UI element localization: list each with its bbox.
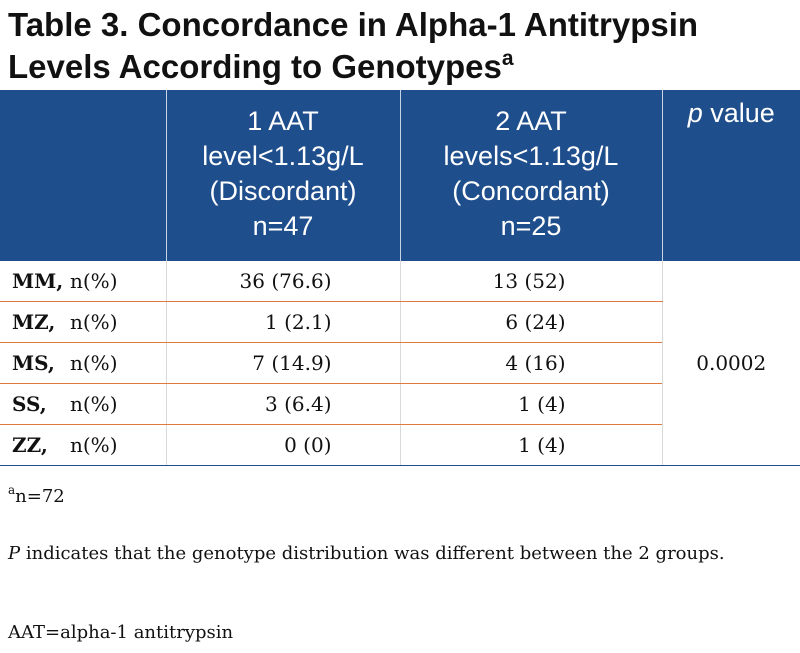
header-concordant-line: 2 AAT	[495, 106, 567, 136]
footnote-abbreviation: AAT=alpha-1 antitrypsin	[8, 622, 234, 643]
header-pvalue-p: p	[687, 98, 703, 128]
genotype-label: ZZ,	[12, 433, 48, 457]
genotype-cell: MZ, n(%)	[0, 301, 166, 343]
footnote-sample-size-text: n=72	[15, 486, 65, 507]
table-row: MZ, n(%) 1 (2.1) 6 (24)	[0, 301, 800, 343]
concordant-cell: 13 (52)	[399, 261, 662, 302]
header-concordant-line: (Concordant)	[452, 176, 610, 206]
footnote-p-text: indicates that the genotype distribution…	[20, 543, 725, 564]
genotype-label: MM,	[12, 269, 64, 293]
genotype-unit: n(%)	[70, 433, 118, 457]
title-footnote-marker: a	[501, 47, 514, 70]
footnote-p-symbol: P	[8, 543, 21, 564]
header-discordant-line: 1 AAT	[247, 106, 319, 136]
genotype-cell: MS, n(%)	[0, 342, 166, 384]
discordant-cell: 3 (6.4)	[165, 383, 400, 425]
pvalue-cell: 0.0002	[661, 261, 800, 466]
header-discordant: 1 AAT level<1.13g/L (Discordant) n=47	[165, 90, 400, 261]
concordant-cell: 6 (24)	[399, 301, 662, 343]
genotype-unit: n(%)	[70, 351, 118, 375]
table-row: ZZ, n(%) 0 (0) 1 (4)	[0, 424, 800, 466]
table-title: Table 3. Concordance in Alpha-1 Antitryp…	[8, 4, 798, 88]
genotype-cell: SS, n(%)	[0, 383, 166, 425]
discordant-cell: 7 (14.9)	[165, 342, 400, 384]
header-row: 1 AAT level<1.13g/L (Discordant) n=47 2 …	[0, 90, 800, 261]
concordant-cell: 1 (4)	[399, 424, 662, 466]
header-pvalue-label: value	[702, 98, 775, 128]
title-line-2: Levels According to Genotypes	[8, 48, 502, 85]
footnote-sample-size: an=72	[8, 483, 65, 507]
genotype-label: MS,	[12, 351, 55, 375]
header-discordant-line: (Discordant)	[209, 176, 357, 206]
genotype-cell: ZZ, n(%)	[0, 424, 166, 466]
table-row: MS, n(%) 7 (14.9) 4 (16)	[0, 342, 800, 384]
footnote-marker: a	[8, 483, 16, 497]
header-discordant-line: level<1.13g/L	[202, 141, 364, 171]
discordant-cell: 36 (76.6)	[165, 261, 400, 302]
header-pvalue: p value	[661, 90, 800, 261]
genotype-table: 1 AAT level<1.13g/L (Discordant) n=47 2 …	[0, 90, 800, 466]
genotype-unit: n(%)	[70, 269, 118, 293]
table-row: SS, n(%) 3 (6.4) 1 (4)	[0, 383, 800, 425]
genotype-unit: n(%)	[70, 392, 118, 416]
header-discordant-line: n=47	[252, 211, 314, 241]
header-concordant: 2 AAT levels<1.13g/L (Concordant) n=25	[399, 90, 662, 261]
genotype-cell: MM, n(%)	[0, 261, 166, 302]
discordant-cell: 1 (2.1)	[165, 301, 400, 343]
genotype-label: MZ,	[12, 310, 56, 334]
title-line-1: Table 3. Concordance in Alpha-1 Antitryp…	[8, 6, 699, 43]
genotype-unit: n(%)	[70, 310, 118, 334]
table-row: MM, n(%) 36 (76.6) 13 (52) 0.0002	[0, 261, 800, 466]
footnote-p-definition: P indicates that the genotype distributi…	[8, 540, 788, 567]
header-concordant-line: levels<1.13g/L	[443, 141, 619, 171]
concordant-cell: 1 (4)	[399, 383, 662, 425]
header-genotype	[0, 90, 166, 261]
header-concordant-line: n=25	[500, 211, 562, 241]
discordant-cell: 0 (0)	[165, 424, 400, 466]
genotype-label: SS,	[12, 392, 47, 416]
concordant-cell: 4 (16)	[399, 342, 662, 384]
